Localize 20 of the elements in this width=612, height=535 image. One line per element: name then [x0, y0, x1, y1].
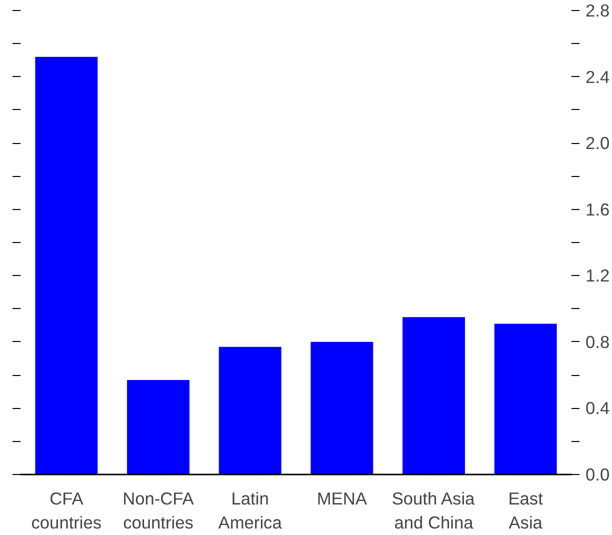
x-tick-label: Latin America: [218, 488, 282, 532]
bar: [127, 380, 190, 474]
y-tick-label: 2.8: [586, 0, 610, 20]
y-tick-label: 2.0: [586, 133, 610, 154]
x-tick-label: CFA countries: [31, 488, 102, 532]
bar: [310, 342, 374, 474]
bar: [494, 324, 557, 474]
y-tick-label: 0.0: [586, 464, 610, 484]
bar: [402, 317, 465, 474]
y-tick-label: 0.4: [586, 398, 610, 418]
bar: [218, 346, 282, 474]
y-tick-label: 0.8: [586, 332, 610, 352]
y-tick-label: 2.4: [586, 66, 610, 87]
y-tick-label: 1.2: [586, 266, 610, 286]
y-tick-label: 1.6: [586, 199, 610, 220]
x-tick-label: Non-CFA countries: [122, 488, 194, 532]
bar: [35, 56, 98, 474]
x-tick-label: East Asia: [508, 488, 544, 532]
x-tick-label: South Asia and China: [392, 488, 476, 532]
x-tick-label: MENA: [316, 488, 368, 508]
